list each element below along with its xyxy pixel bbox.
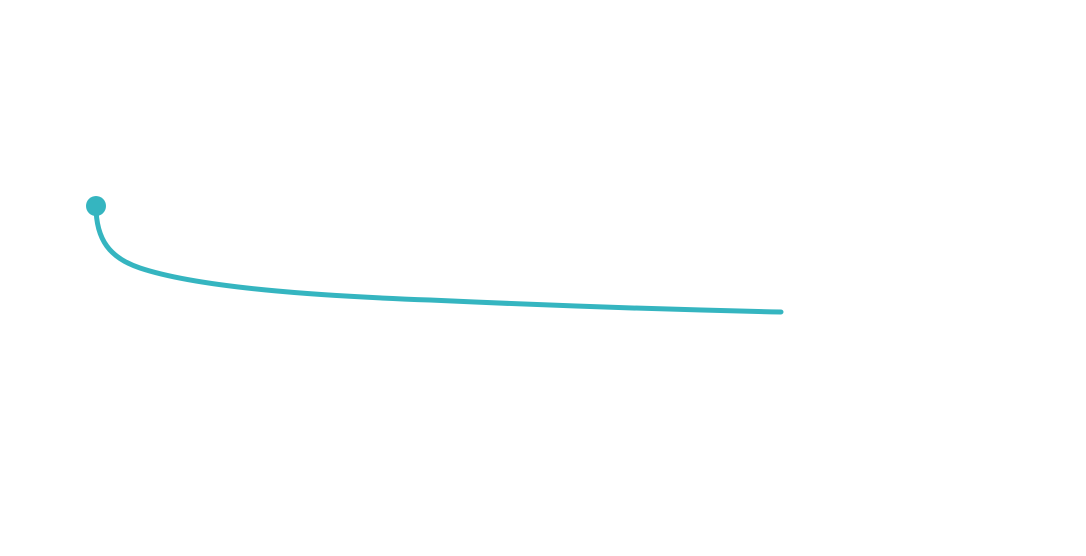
connector-line <box>93 203 784 315</box>
connector-start-dot <box>86 196 106 216</box>
